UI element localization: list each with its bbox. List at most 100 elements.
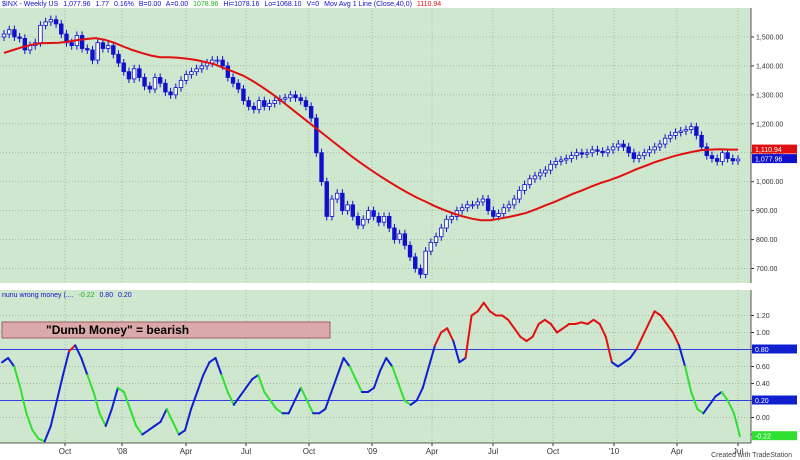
lower-title: nunu wrong money (.... [2, 292, 74, 299]
candle-body [449, 216, 454, 220]
candle-body [48, 19, 54, 23]
oscillator-segment [385, 357, 394, 368]
oscillator-segment [171, 420, 180, 436]
oscillator-segment [104, 408, 113, 427]
oscillator-segment [177, 429, 186, 436]
lower-value-2: 0.80 [99, 292, 113, 299]
oscillator-segment [13, 365, 22, 389]
y-tick-label: 1,500.00 [756, 34, 783, 41]
candle-body [392, 227, 397, 240]
candle-body [668, 134, 673, 139]
candle-body [246, 100, 251, 107]
oscillator-segment [373, 369, 382, 389]
oscillator-segment [397, 382, 406, 402]
candle-body [413, 256, 418, 269]
x-tick-label: Jul [733, 447, 743, 456]
oscillator-segment [348, 365, 357, 381]
oscillator-segment [135, 425, 144, 436]
oscillator-segment [220, 374, 229, 393]
candle-body [38, 24, 43, 44]
oscillator-segment [214, 357, 223, 376]
candle-body [621, 143, 626, 148]
oscillator-segment [604, 335, 613, 364]
candle-body [616, 143, 621, 148]
candle-body [168, 91, 173, 96]
oscillator-segment [62, 350, 71, 376]
x-tick-label: '08 [117, 447, 128, 456]
candle-body [439, 227, 444, 238]
candle-body [142, 77, 147, 87]
candle-body [553, 161, 559, 165]
annotation-box [1, 321, 331, 339]
oscillator-segment [251, 374, 260, 381]
candle-body [256, 100, 262, 110]
oscillator-segment [549, 323, 558, 334]
candle-body [189, 71, 194, 75]
candle-body [116, 53, 121, 64]
candle-body [428, 242, 434, 252]
oscillator-segment [190, 391, 199, 410]
candle-body [662, 137, 668, 145]
oscillator-segment [202, 361, 211, 376]
candle-body [569, 155, 574, 159]
candle-body [709, 155, 715, 159]
oscillator-segment [1, 357, 10, 364]
candle-body [678, 130, 683, 133]
candle-body [366, 210, 371, 220]
header-open: 1,077.96 [63, 1, 90, 8]
oscillator-segment [543, 318, 552, 325]
candle-body [59, 23, 64, 35]
oscillator-segment [324, 391, 333, 410]
candle-body [647, 149, 652, 154]
oscillator-segment [238, 386, 247, 398]
oscillator-segment [7, 357, 16, 368]
candle-body [1, 33, 7, 38]
candle-body [595, 149, 600, 152]
oscillator-segment [440, 327, 449, 334]
candle-body [303, 100, 309, 107]
oscillator-segment [68, 344, 77, 353]
oscillator-segment [92, 391, 101, 415]
candle-body [688, 126, 694, 130]
candle-body [459, 207, 465, 212]
y-tick-label: 900.00 [756, 208, 778, 215]
candle-body [17, 36, 22, 39]
candle-body [600, 150, 605, 154]
candle-body [53, 19, 59, 25]
candle-body [605, 149, 611, 154]
x-tick-label: Oct [547, 447, 560, 456]
oscillator-segment [269, 399, 278, 410]
candle-body [157, 77, 163, 84]
y-tick-label: 0.00 [756, 415, 770, 422]
oscillator-tag-label: 0.20 [755, 398, 769, 405]
candle-body [163, 82, 168, 93]
x-tick-label: Apr [180, 447, 193, 456]
y-tick-label: 700.00 [756, 266, 778, 273]
oscillator-segment [653, 310, 662, 317]
oscillator-segment [659, 314, 668, 325]
candle-body [532, 175, 538, 180]
oscillator-segment [726, 399, 735, 415]
lower-value-3: 0.20 [118, 292, 132, 299]
oscillator-segment [49, 399, 58, 427]
y-tick-label: 800.00 [756, 237, 778, 244]
oscillator-segment [141, 429, 150, 436]
lower-header: nunu wrong money (.... -0.22 0.80 0.20 [2, 292, 132, 299]
candle-body [7, 29, 12, 35]
y-tick-label: 1,000.00 [756, 179, 783, 186]
candle-body [735, 158, 741, 162]
oscillator-segment [574, 321, 583, 325]
header-symbol: $INX - Weekly US [2, 1, 59, 8]
candle-body [610, 146, 616, 151]
candle-body [105, 45, 111, 49]
oscillator-segment [556, 327, 565, 334]
oscillator-segment [488, 310, 497, 317]
candle-body [485, 198, 491, 212]
y-tick-label: 1,300.00 [756, 92, 783, 99]
oscillator-segment [74, 344, 83, 359]
candle-body [574, 152, 579, 157]
candle-body [433, 236, 439, 243]
candle-body [590, 149, 595, 154]
oscillator-segment [98, 412, 107, 427]
oscillator-segment [525, 335, 534, 342]
